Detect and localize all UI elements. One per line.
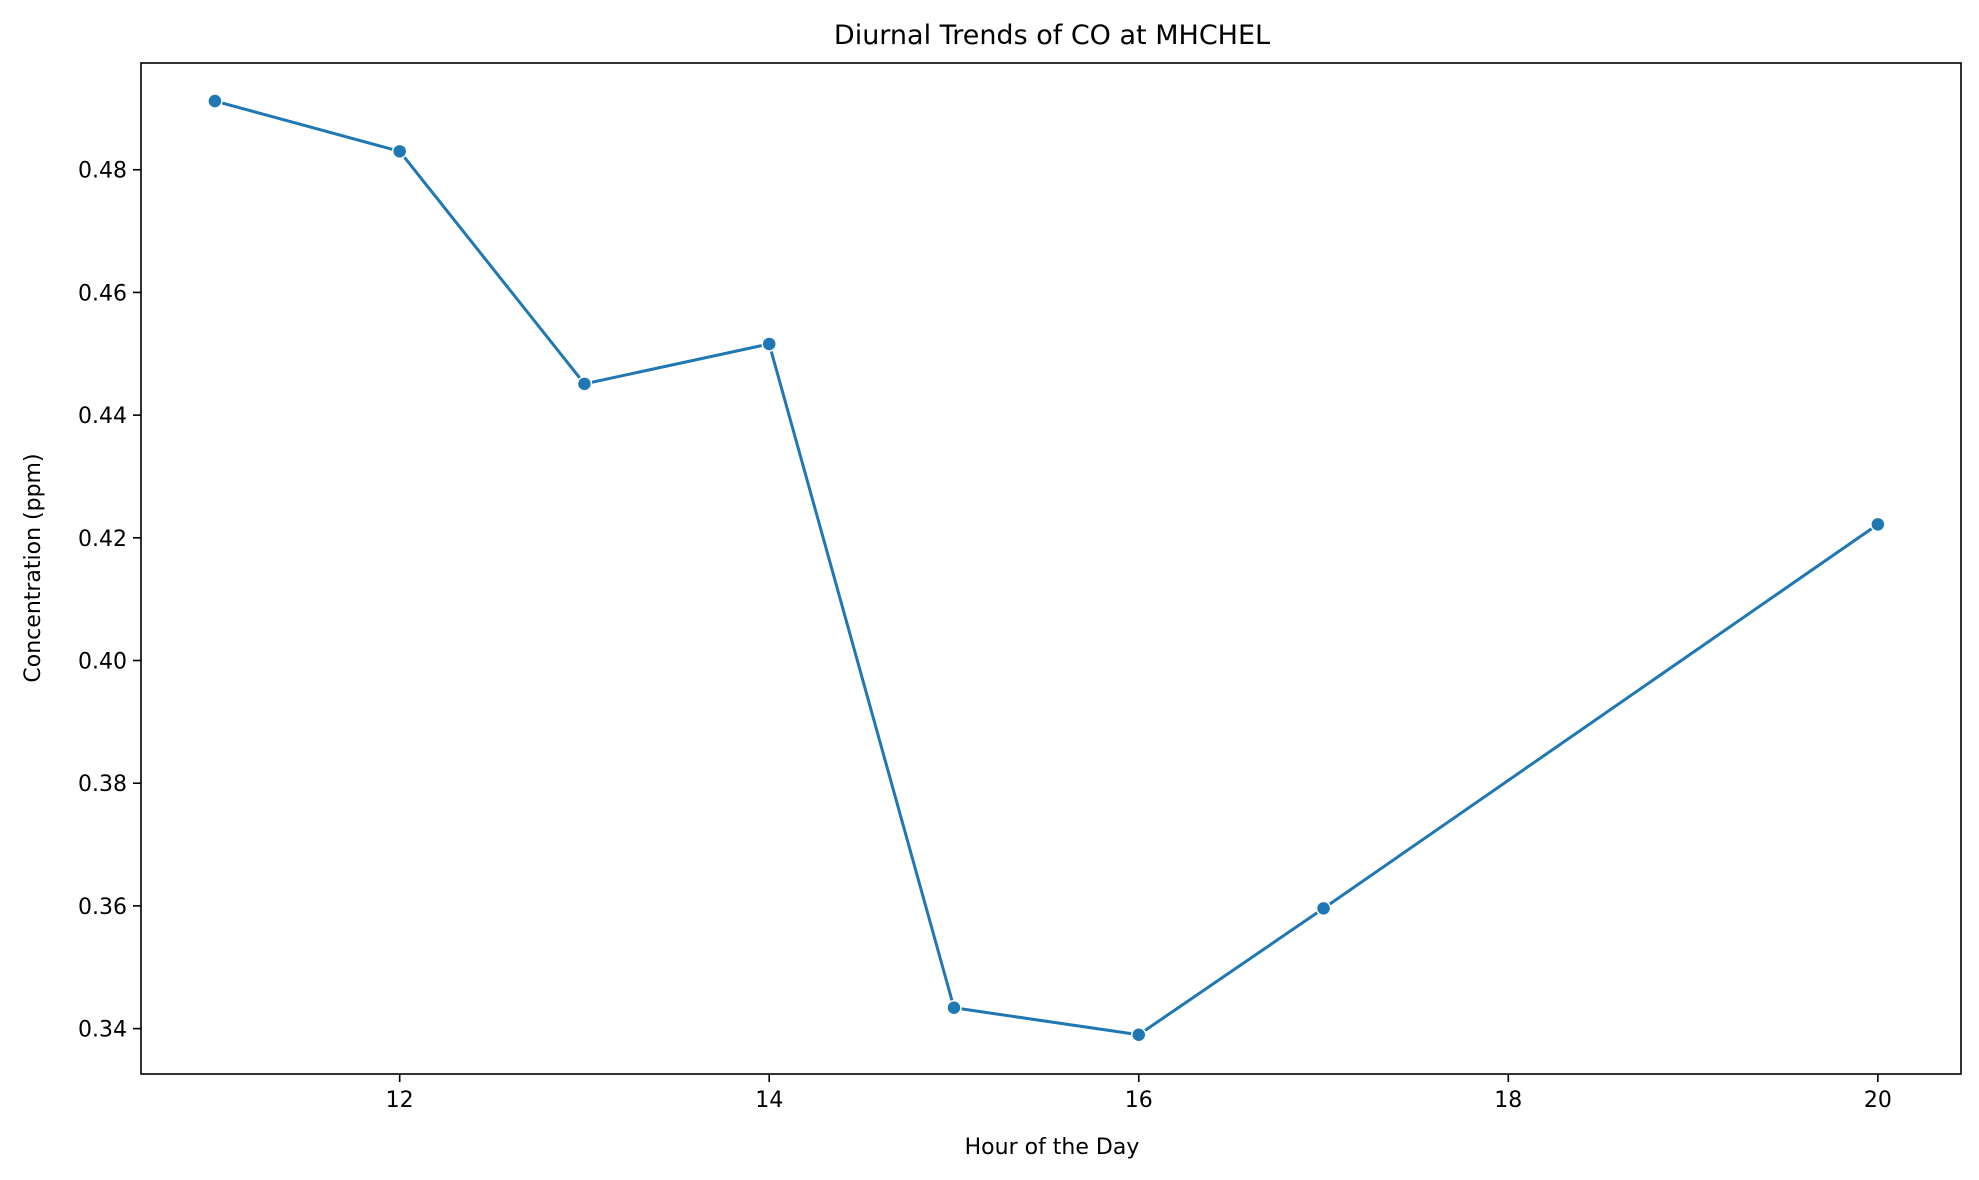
x-tick-label: 12 [386,1088,414,1113]
data-point [207,93,223,109]
y-tick-label: 0.44 [78,404,127,429]
y-tick-label: 0.34 [78,1018,127,1043]
y-tick-label: 0.40 [78,650,127,675]
x-axis-ticks: 12 14 16 18 20 [386,1074,1892,1113]
y-tick-label: 0.46 [78,281,127,306]
data-point [1131,1026,1147,1043]
chart-title: Diurnal Trends of CO at MHCHEL [834,20,1270,51]
x-tick-label: 18 [1494,1088,1522,1113]
data-point [391,143,408,160]
y-axis-label: Concentration (ppm) [21,453,46,682]
y-axis-ticks: 0.34 0.36 0.38 0.40 0.42 0.44 0.46 0.48 [78,159,141,1043]
x-axis-label: Hour of the Day [965,1135,1140,1160]
data-point [1870,516,1886,533]
y-tick-label: 0.38 [78,772,127,797]
x-tick-label: 16 [1125,1088,1153,1113]
data-point [1315,900,1332,917]
y-tick-label: 0.42 [78,527,127,552]
data-point [761,336,777,352]
plot-frame [140,62,1962,1075]
x-tick-label: 20 [1864,1088,1892,1113]
y-tick-label: 0.48 [78,159,127,184]
data-point [576,376,593,392]
series-line [213,99,1880,1037]
x-tick-label: 14 [755,1088,783,1113]
data-point [946,999,962,1016]
y-tick-label: 0.36 [78,895,127,920]
plot-area [207,93,1886,1043]
